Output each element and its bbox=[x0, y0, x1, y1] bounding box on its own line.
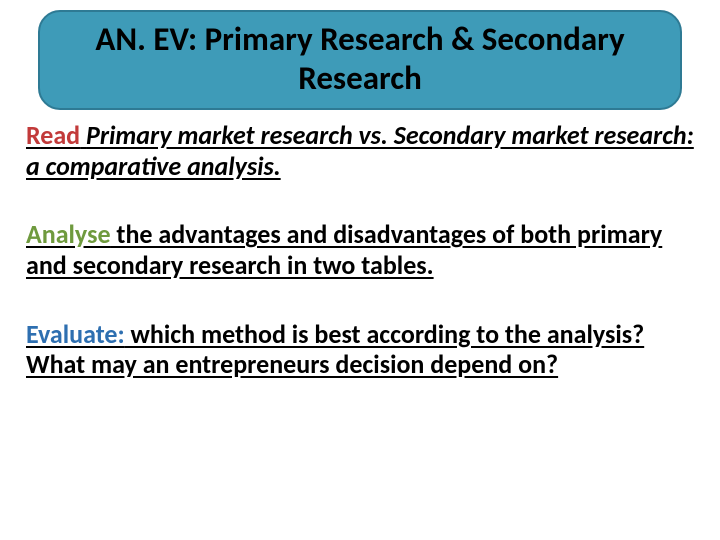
paragraph-evaluate: Evaluate: which method is best according… bbox=[26, 319, 694, 380]
text-read-italic: Primary market research vs. Secondary ma… bbox=[26, 119, 694, 182]
paragraph-analyse: Analyse the advantages and disadvantages… bbox=[26, 219, 694, 280]
paragraph-read: Read Primary market research vs. Seconda… bbox=[26, 120, 694, 181]
title-box: AN. EV: Primary Research & Secondary Res… bbox=[38, 10, 682, 110]
lead-evaluate: Evaluate: bbox=[26, 318, 125, 350]
body: Read Primary market research vs. Seconda… bbox=[20, 120, 700, 380]
lead-read: Read bbox=[26, 119, 80, 151]
lead-analyse: Analyse bbox=[26, 218, 111, 250]
slide-title: AN. EV: Primary Research & Secondary Res… bbox=[60, 20, 660, 98]
slide: AN. EV: Primary Research & Secondary Res… bbox=[0, 0, 720, 540]
text-analyse-prefix: the advantages and disadvantages of both… bbox=[26, 218, 662, 281]
